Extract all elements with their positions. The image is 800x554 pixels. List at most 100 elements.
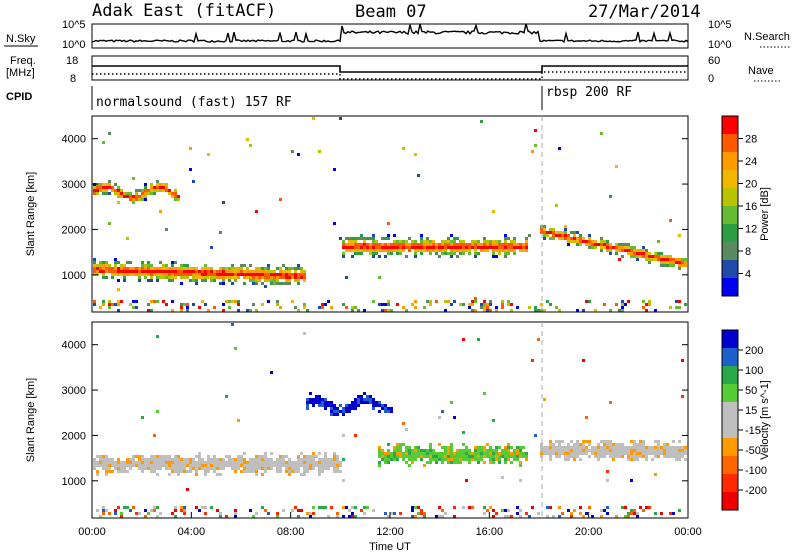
colorbar-tick-label: -50 xyxy=(745,445,761,457)
heatmap-cell xyxy=(408,243,411,246)
heatmap-cell xyxy=(558,455,561,458)
heatmap-cell xyxy=(348,243,351,246)
heatmap-cell xyxy=(615,452,618,455)
heatmap-cell xyxy=(144,467,147,470)
heatmap-cell xyxy=(204,506,207,509)
heatmap-cell xyxy=(435,252,438,255)
heatmap-cell xyxy=(465,246,468,249)
heatmap-cell xyxy=(114,264,117,267)
heatmap-cell xyxy=(303,276,306,279)
heatmap-cell xyxy=(405,243,408,246)
heatmap-cell xyxy=(267,461,270,464)
heatmap-cell xyxy=(150,300,153,303)
heatmap-cell xyxy=(453,243,456,246)
heatmap-cell xyxy=(333,467,336,470)
heatmap-cell xyxy=(114,267,117,270)
heatmap-cell xyxy=(345,407,348,410)
heatmap-cell xyxy=(636,449,639,452)
heatmap-cell xyxy=(243,452,246,455)
heatmap-cell xyxy=(432,452,435,455)
heatmap-cell xyxy=(240,273,243,276)
heatmap-cell xyxy=(585,243,588,246)
heatmap-cell xyxy=(324,452,327,455)
heatmap-cell xyxy=(342,240,345,243)
heatmap-cell xyxy=(447,246,450,249)
heatmap-cell xyxy=(645,455,648,458)
heatmap-cell xyxy=(501,476,504,479)
heatmap-cell xyxy=(453,461,456,464)
heatmap-cell xyxy=(576,452,579,455)
heatmap-cell xyxy=(426,449,429,452)
heatmap-cell xyxy=(663,446,666,449)
heatmap-cell xyxy=(567,452,570,455)
heatmap-cell xyxy=(540,446,543,449)
heatmap-cell xyxy=(507,252,510,255)
heatmap-cell xyxy=(546,300,549,303)
heatmap-cell xyxy=(141,270,144,273)
heatmap-cell xyxy=(195,470,198,473)
heatmap-cell xyxy=(459,455,462,458)
heatmap-cell xyxy=(573,237,576,240)
colorbar-segment xyxy=(722,116,738,135)
heatmap-cell xyxy=(432,246,435,249)
heatmap-cell xyxy=(621,309,624,312)
heatmap-cell xyxy=(453,416,456,419)
heatmap-cell xyxy=(303,470,306,473)
heatmap-cell xyxy=(384,255,387,258)
heatmap-cell xyxy=(411,240,414,243)
heatmap-cell xyxy=(237,309,240,312)
heatmap-cell xyxy=(189,464,192,467)
heatmap-cell xyxy=(663,443,666,446)
heatmap-cell xyxy=(372,234,375,237)
heatmap-cell xyxy=(132,464,135,467)
heatmap-cell xyxy=(144,264,147,267)
heatmap-cell xyxy=(315,464,318,467)
heatmap-cell xyxy=(504,455,507,458)
heatmap-cell xyxy=(477,252,480,255)
heatmap-cell xyxy=(171,300,174,303)
heatmap-cell xyxy=(564,234,567,237)
heatmap-cell xyxy=(150,186,153,189)
heatmap-cell xyxy=(132,458,135,461)
heatmap-cell xyxy=(480,249,483,252)
heatmap-cell xyxy=(354,240,357,243)
heatmap-cell xyxy=(492,455,495,458)
heatmap-cell xyxy=(216,461,219,464)
y-tick-label: 3000 xyxy=(62,179,86,191)
heatmap-cell xyxy=(165,273,168,276)
noise-left-tick-high: 10^5 xyxy=(62,19,86,31)
heatmap-cell xyxy=(279,306,282,309)
heatmap-cell xyxy=(171,309,174,312)
heatmap-cell xyxy=(174,192,177,195)
heatmap-cell xyxy=(291,300,294,303)
heatmap-cell xyxy=(540,303,543,306)
heatmap-cell xyxy=(609,309,612,312)
heatmap-cell xyxy=(213,276,216,279)
heatmap-cell xyxy=(129,467,132,470)
heatmap-cell xyxy=(162,458,165,461)
heatmap-cell xyxy=(180,458,183,461)
heatmap-cell xyxy=(333,222,336,225)
heatmap-cell xyxy=(387,410,390,413)
heatmap-cell xyxy=(354,407,357,410)
heatmap-cell xyxy=(471,246,474,249)
heatmap-cell xyxy=(402,240,405,243)
heatmap-cell xyxy=(519,452,522,455)
heatmap-cell xyxy=(168,473,171,476)
heatmap-cell xyxy=(558,237,561,240)
heatmap-cell xyxy=(324,404,327,407)
heatmap-cell xyxy=(243,270,246,273)
heatmap-cell xyxy=(489,449,492,452)
heatmap-cell xyxy=(144,464,147,467)
frequency-panel: Freq. [MHz] 18 8 60 0 Nave xyxy=(6,55,782,85)
heatmap-cell xyxy=(462,246,465,249)
heatmap-cell xyxy=(312,452,315,455)
heatmap-cell xyxy=(441,452,444,455)
heatmap-cell xyxy=(120,470,123,473)
heatmap-cell xyxy=(363,243,366,246)
heatmap-cell xyxy=(117,300,120,303)
heatmap-cell xyxy=(99,455,102,458)
heatmap-cell xyxy=(552,452,555,455)
heatmap-cell xyxy=(297,509,300,512)
heatmap-cell xyxy=(126,273,129,276)
